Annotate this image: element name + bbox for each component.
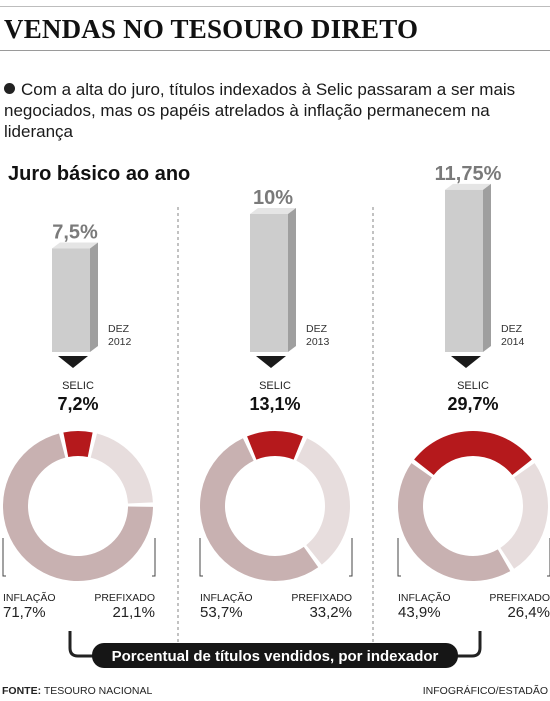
- bar-side-1: [90, 242, 98, 352]
- subtitle: Com a alta do juro, títulos indexados à …: [4, 79, 534, 142]
- bar-top-1: [52, 242, 98, 249]
- selic-value-label-3: 29,7%: [447, 394, 498, 414]
- inflacao-category-label-3: INFLAÇÃO: [398, 591, 451, 604]
- date-label-month-1: DEZ: [108, 323, 130, 335]
- inflacao-leader-2: [199, 538, 203, 577]
- page-title: VENDAS NO TESOURO DIRETO: [4, 14, 419, 44]
- source-label: FONTE:: [2, 685, 42, 697]
- source-value: TESOURO NACIONAL: [43, 685, 153, 697]
- date-label-year-2: 2013: [306, 336, 330, 348]
- donut-slice-selic-2: [247, 431, 303, 460]
- inflacao-leader-1: [2, 538, 6, 577]
- bar-side-2: [288, 208, 296, 352]
- prefixado-leader-2: [349, 538, 353, 577]
- selic-category-label-3: SELIC: [457, 380, 489, 392]
- donut-slice-inflacao-1: [2, 433, 153, 581]
- title-top-rule: [0, 6, 550, 7]
- rate-bar-1: [52, 248, 90, 352]
- bar-top-2: [250, 208, 296, 214]
- selic-category-label-1: SELIC: [62, 380, 94, 392]
- inflacao-leader-3: [397, 538, 401, 577]
- selic-value-label-2: 13,1%: [249, 394, 300, 414]
- title-rule: [0, 50, 550, 51]
- prefixado-leader-1: [152, 538, 156, 577]
- prefixado-value-label-2: 33,2%: [309, 604, 352, 621]
- credit-note: INFOGRÁFICO/ESTADÃO: [422, 685, 548, 697]
- selic-value-label-1: 7,2%: [57, 394, 98, 414]
- prefixado-value-label-3: 26,4%: [507, 604, 550, 621]
- caption-bracket-right: [454, 631, 482, 658]
- date-label-year-1: 2012: [108, 336, 132, 348]
- subtitle-text: Com a alta do juro, títulos indexados à …: [4, 80, 516, 141]
- inflacao-value-label-2: 53,7%: [200, 604, 243, 621]
- bullet-icon: [4, 83, 15, 94]
- pointer-arrow-2: [256, 356, 286, 368]
- donut-slice-prefixado-1: [90, 433, 153, 504]
- bar-side-3: [483, 183, 491, 352]
- bar-top-3: [445, 183, 491, 190]
- caption-text: Porcentual de títulos vendidos, por inde…: [112, 648, 439, 665]
- donut-slice-inflacao-3: [398, 463, 511, 581]
- inflacao-value-label-3: 43,9%: [398, 604, 441, 621]
- date-label-month-3: DEZ: [501, 323, 523, 335]
- rate-bar-2: [250, 214, 288, 352]
- pointer-arrow-3: [451, 356, 481, 368]
- selic-category-label-2: SELIC: [259, 380, 291, 392]
- date-label-month-2: DEZ: [306, 323, 328, 335]
- rate-value-label-2: 10%: [253, 187, 293, 209]
- donut-slice-selic-1: [63, 431, 93, 457]
- rate-value-label-1: 7,5%: [52, 222, 98, 244]
- donut-slice-selic-3: [414, 431, 532, 476]
- rate-bar-3: [445, 189, 483, 352]
- pointer-arrow-1: [58, 356, 88, 368]
- inflacao-category-label-1: INFLAÇÃO: [3, 591, 56, 604]
- caption-pill: [92, 643, 458, 668]
- donut-slice-prefixado-2: [296, 438, 350, 565]
- caption-bracket-left: [68, 631, 96, 658]
- section-label: Juro básico ao ano: [8, 163, 191, 185]
- prefixado-category-label-2: PREFIXADO: [291, 592, 352, 604]
- prefixado-category-label-3: PREFIXADO: [489, 592, 550, 604]
- prefixado-value-label-1: 21,1%: [112, 604, 155, 621]
- date-label-year-3: 2014: [501, 336, 525, 348]
- prefixado-leader-3: [547, 538, 550, 577]
- prefixado-category-label-1: PREFIXADO: [94, 592, 155, 604]
- inflacao-value-label-1: 71,7%: [3, 604, 46, 621]
- source-note: FONTE: TESOURO NACIONAL: [2, 685, 152, 697]
- donut-slice-inflacao-2: [199, 438, 319, 582]
- inflacao-category-label-2: INFLAÇÃO: [200, 591, 253, 604]
- donut-slice-prefixado-3: [500, 463, 548, 569]
- rate-value-label-3: 11,75%: [435, 163, 502, 185]
